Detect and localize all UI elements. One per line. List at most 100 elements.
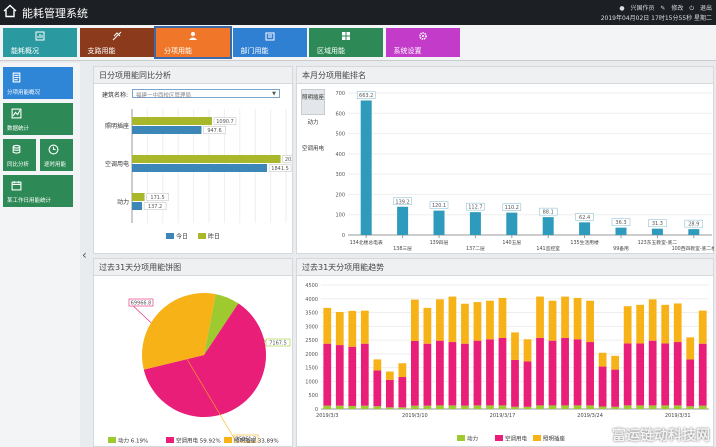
- building-select[interactable]: 福建一中西校区管理局 ▼: [132, 89, 280, 99]
- trend-bar-照明插座[interactable]: [623, 306, 632, 344]
- trend-bar-动力[interactable]: [486, 405, 494, 409]
- trend-bar-照明插座[interactable]: [573, 297, 582, 340]
- ranking-bar[interactable]: [397, 206, 409, 235]
- pie-slice[interactable]: [204, 294, 239, 355]
- trend-bar-动力[interactable]: [636, 405, 645, 409]
- trend-bar-照明插座[interactable]: [461, 303, 469, 344]
- trend-bar-动力[interactable]: [611, 406, 620, 409]
- trend-bar-动力[interactable]: [511, 406, 519, 409]
- trend-bar-空调用电[interactable]: [548, 340, 557, 406]
- trend-bar-动力[interactable]: [548, 405, 557, 409]
- trend-bar-照明插座[interactable]: [385, 371, 394, 380]
- trend-bar-空调用电[interactable]: [348, 346, 357, 406]
- ranking-bar[interactable]: [615, 227, 627, 235]
- nav-item-2[interactable]: 支路用能: [79, 28, 154, 57]
- legend-label[interactable]: 照明插座: [543, 435, 566, 443]
- trend-bar-空调用电[interactable]: [536, 337, 544, 406]
- trend-bar-动力[interactable]: [598, 406, 607, 409]
- ranking-bar[interactable]: [506, 212, 518, 235]
- trend-bar-照明插座[interactable]: [586, 300, 594, 343]
- trend-bar-照明插座[interactable]: [410, 299, 419, 341]
- trend-bar-动力[interactable]: [385, 407, 394, 409]
- trend-bar-照明插座[interactable]: [611, 355, 620, 370]
- trend-bar-照明插座[interactable]: [436, 299, 444, 341]
- pie-slice[interactable]: [142, 293, 216, 370]
- legend-label[interactable]: 照明插座 33.89%: [234, 437, 279, 445]
- ranking-bar[interactable]: [469, 212, 481, 235]
- nav-item-4[interactable]: 部门用能: [232, 28, 307, 57]
- nav-item-3[interactable]: 分项用能: [154, 26, 232, 59]
- ranking-bar[interactable]: [542, 217, 554, 235]
- trend-bar-空调用电[interactable]: [698, 343, 707, 406]
- trend-bar-空调用电[interactable]: [673, 342, 682, 406]
- trend-bar-照明插座[interactable]: [448, 296, 457, 343]
- trend-bar-空调用电[interactable]: [686, 359, 695, 407]
- trend-bar-动力[interactable]: [561, 405, 569, 409]
- trend-bar-照明插座[interactable]: [648, 299, 657, 341]
- trend-bar-照明插座[interactable]: [536, 296, 544, 338]
- trend-bar-照明插座[interactable]: [686, 337, 695, 360]
- bar-今日[interactable]: [132, 202, 143, 210]
- legend-label[interactable]: 动力: [467, 435, 478, 443]
- trend-bar-动力[interactable]: [448, 405, 457, 409]
- trend-bar-空调用电[interactable]: [385, 379, 394, 408]
- trend-bar-照明插座[interactable]: [398, 363, 407, 378]
- trend-bar-空调用电[interactable]: [648, 340, 657, 406]
- side-item-4[interactable]: 逐时用能: [40, 139, 73, 171]
- trend-bar-空调用电[interactable]: [398, 377, 407, 408]
- trend-bar-空调用电[interactable]: [448, 342, 457, 406]
- pie-slice[interactable]: [143, 303, 266, 417]
- trend-bar-空调用电[interactable]: [410, 340, 419, 406]
- trend-bar-空调用电[interactable]: [623, 343, 632, 406]
- legend-label[interactable]: 昨日: [208, 233, 220, 241]
- trend-bar-空调用电[interactable]: [473, 340, 482, 406]
- trend-bar-照明插座[interactable]: [598, 352, 607, 367]
- side-item-3[interactable]: 同比分析: [3, 139, 36, 171]
- trend-bar-空调用电[interactable]: [486, 339, 494, 406]
- trend-bar-照明插座[interactable]: [486, 300, 494, 340]
- trend-bar-空调用电[interactable]: [436, 340, 444, 406]
- trend-bar-照明插座[interactable]: [348, 310, 357, 347]
- trend-bar-照明插座[interactable]: [373, 359, 382, 371]
- ranking-bar[interactable]: [360, 100, 372, 235]
- tab-lighting[interactable]: 照明插座: [301, 89, 325, 115]
- legend-label[interactable]: 动力 6.19%: [118, 437, 148, 445]
- home-icon[interactable]: [3, 4, 17, 18]
- trend-bar-照明插座[interactable]: [511, 332, 519, 360]
- bar-昨日[interactable]: [132, 193, 145, 201]
- trend-bar-空调用电[interactable]: [523, 361, 532, 407]
- trend-bar-照明插座[interactable]: [473, 302, 482, 341]
- trend-bar-空调用电[interactable]: [360, 343, 369, 406]
- edit-link[interactable]: 修改: [671, 5, 684, 12]
- trend-bar-动力[interactable]: [410, 405, 419, 409]
- legend-label[interactable]: 空调用电: [505, 435, 528, 443]
- trend-bar-空调用电[interactable]: [335, 345, 344, 406]
- trend-bar-空调用电[interactable]: [511, 359, 519, 407]
- trend-bar-照明插座[interactable]: [423, 307, 432, 344]
- trend-bar-照明插座[interactable]: [548, 300, 557, 341]
- trend-bar-照明插座[interactable]: [673, 303, 682, 343]
- trend-bar-动力[interactable]: [473, 405, 482, 409]
- legend-label[interactable]: 今日: [176, 233, 188, 241]
- side-item-5[interactable]: 某工作日用能统计: [3, 175, 73, 207]
- trend-bar-照明插座[interactable]: [323, 307, 332, 344]
- trend-bar-动力[interactable]: [348, 405, 357, 409]
- trend-bar-照明插座[interactable]: [523, 339, 532, 362]
- trend-bar-照明插座[interactable]: [498, 297, 507, 338]
- bar-昨日[interactable]: [132, 155, 281, 163]
- trend-bar-动力[interactable]: [573, 405, 582, 409]
- ranking-bar[interactable]: [433, 210, 445, 235]
- trend-bar-动力[interactable]: [648, 405, 657, 409]
- trend-bar-动力[interactable]: [461, 405, 469, 409]
- trend-bar-动力[interactable]: [423, 405, 432, 409]
- nav-item-1[interactable]: 能耗概况: [3, 28, 77, 57]
- trend-bar-空调用电[interactable]: [561, 337, 569, 406]
- ranking-bar[interactable]: [651, 228, 663, 235]
- trend-bar-动力[interactable]: [373, 406, 382, 409]
- trend-bar-动力[interactable]: [698, 405, 707, 409]
- trend-bar-动力[interactable]: [335, 405, 344, 409]
- nav-item-6[interactable]: 系统设置: [385, 28, 460, 57]
- trend-bar-空调用电[interactable]: [461, 343, 469, 406]
- nav-item-5[interactable]: 区域用能: [309, 28, 383, 57]
- trend-bar-动力[interactable]: [360, 405, 369, 409]
